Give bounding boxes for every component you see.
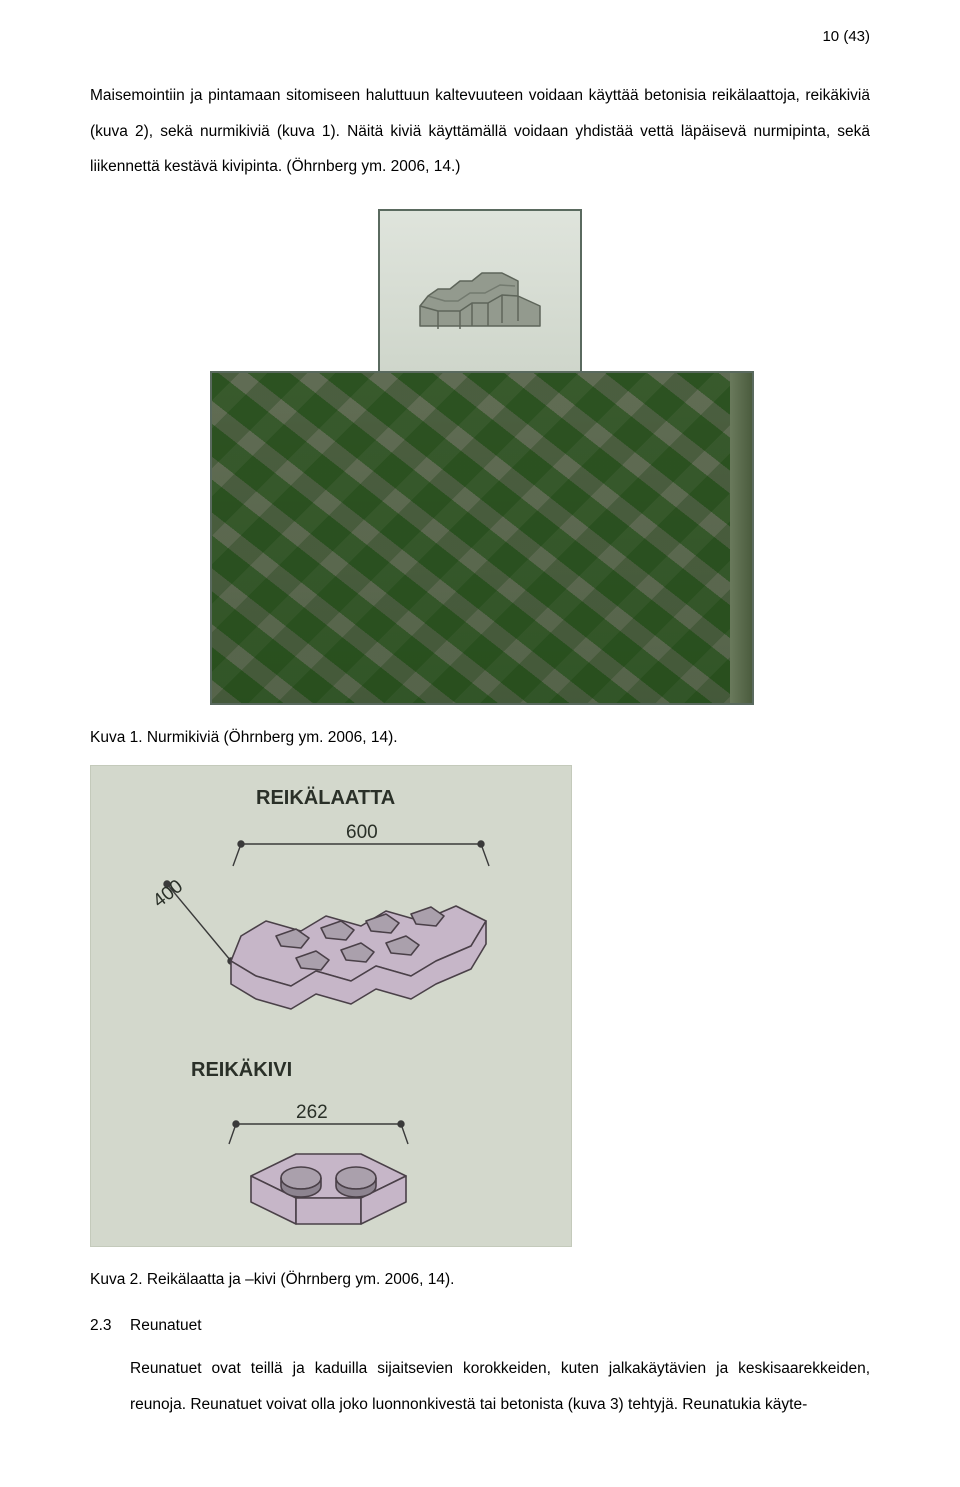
page-number: 10 (43) [822,28,870,45]
reikakivi-shape-icon [251,1154,406,1224]
nurmikivi-stone-icon [410,251,550,331]
dim-value-262: 262 [296,1102,328,1123]
dim-line-262 [229,1121,408,1144]
figure-2-caption: Kuva 2. Reikälaatta ja –kivi (Öhrnberg y… [90,1271,870,1289]
figure-1-photo [210,371,754,705]
dim-value-600: 600 [346,822,378,843]
figure-1-stone-inset [378,209,582,373]
figure-2-label-top: REIKÄLAATTA [256,786,395,809]
paragraph-intro: Maisemointiin ja pintamaan sitomiseen ha… [90,78,870,185]
paragraph-reunatuet: Reunatuet ovat teillä ja kaduilla sijait… [130,1351,870,1422]
dim-value-400: 400 [149,876,187,912]
section-number: 2.3 [90,1317,130,1335]
figure-2: REIKÄLAATTA 600 400 [90,765,572,1247]
section-heading: 2.3 Reunatuet [90,1317,870,1335]
document-page: 10 (43) Maisemointiin ja pintamaan sitom… [0,0,960,1487]
dim-line-600 [233,841,489,866]
figure-1-caption: Kuva 1. Nurmikiviä (Öhrnberg ym. 2006, 1… [90,729,870,747]
figure-2-label-bottom: REIKÄKIVI [191,1058,292,1081]
section-title: Reunatuet [130,1317,870,1335]
reikalaatta-shape-icon [231,906,486,1009]
figure-1 [90,209,870,705]
